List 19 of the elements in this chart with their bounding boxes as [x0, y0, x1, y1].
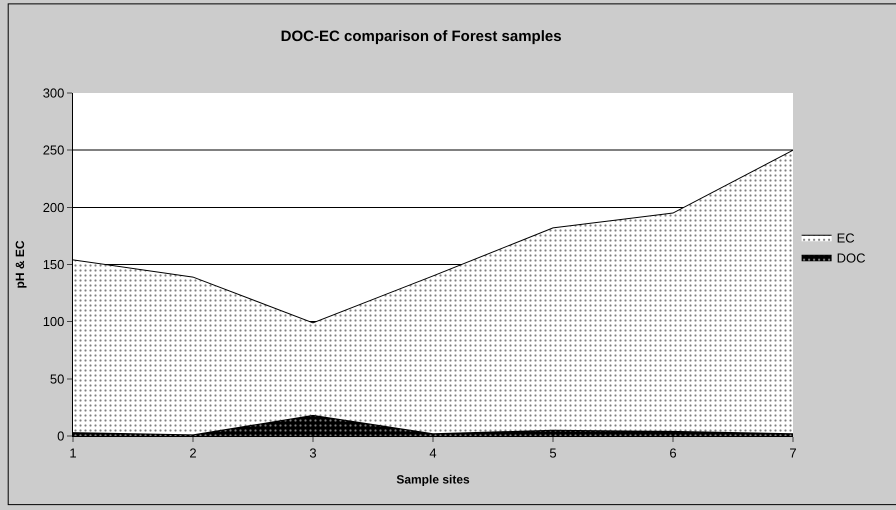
- x-tick-label: 7: [789, 446, 797, 461]
- y-tick-label: 200: [42, 200, 64, 215]
- legend-label: EC: [836, 230, 855, 246]
- chart-title: DOC-EC comparison of Forest samples: [280, 28, 562, 45]
- y-tick-label: 150: [42, 257, 64, 272]
- x-tick-label: 3: [309, 446, 317, 461]
- x-tick-label: 2: [189, 446, 197, 461]
- y-tick-label: 50: [50, 371, 64, 386]
- x-axis-title: Sample sites: [396, 472, 470, 486]
- x-tick-label: 6: [669, 446, 677, 461]
- y-axis-title: pH & EC: [12, 240, 27, 288]
- x-tick-label: 1: [69, 446, 77, 461]
- legend-label: DOC: [836, 250, 866, 266]
- x-tick-label: 4: [429, 446, 437, 461]
- y-tick-label: 300: [42, 86, 64, 101]
- y-tick-label: 250: [42, 142, 64, 158]
- y-tick-label: 0: [57, 428, 64, 444]
- y-tick-label: 100: [42, 314, 64, 330]
- x-tick-label: 5: [549, 446, 557, 461]
